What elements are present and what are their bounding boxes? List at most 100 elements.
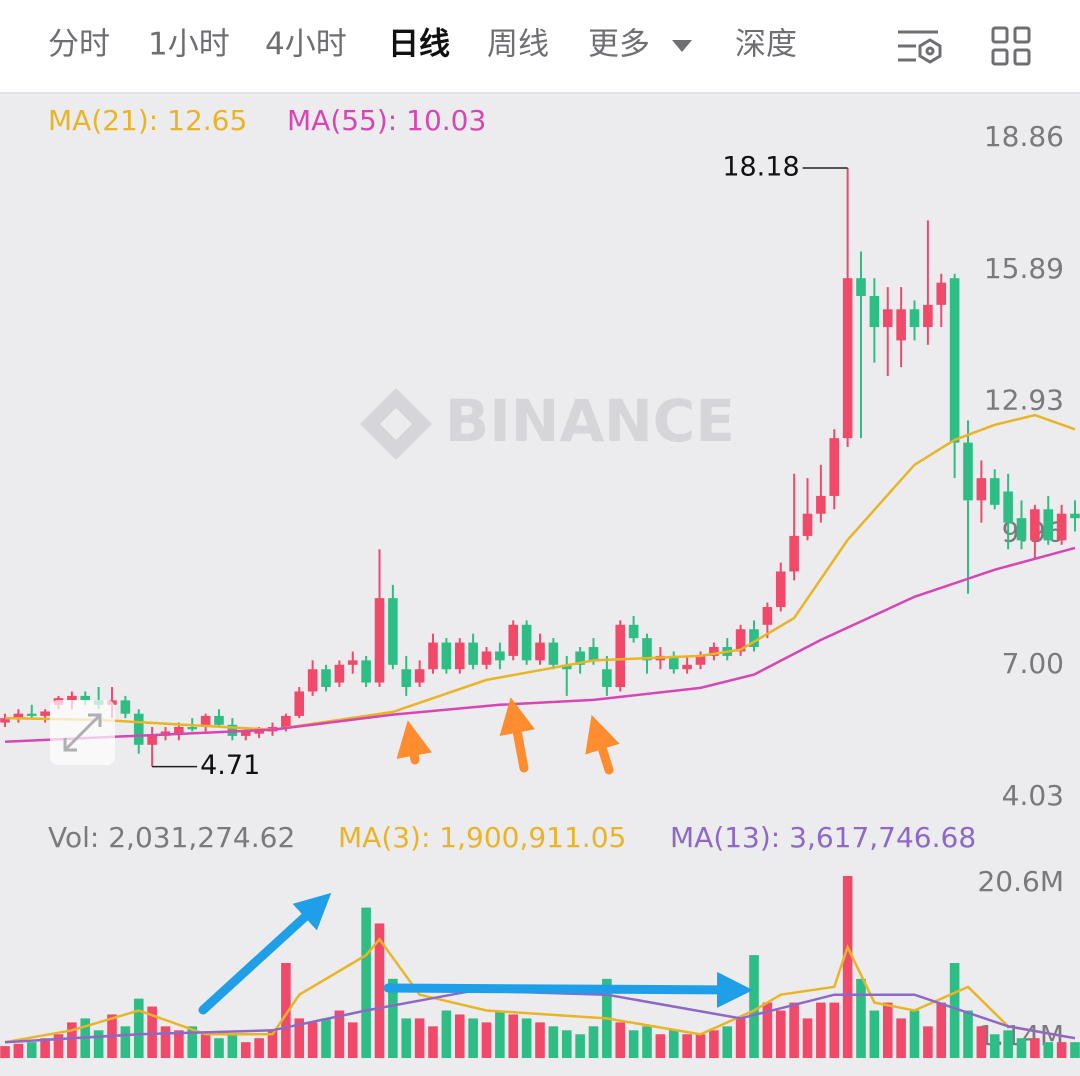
ma-line (4, 546, 1076, 743)
candle-body (749, 629, 759, 648)
volume-bar (495, 1010, 505, 1058)
candle-body (214, 715, 224, 725)
volume-bar (267, 1030, 278, 1058)
volume-bar (976, 1026, 987, 1058)
volume-legend: Vol: 2,031,274.62 (48, 821, 295, 854)
volume-bar (909, 1010, 920, 1058)
candle-body (976, 478, 987, 501)
volume-bar (307, 1022, 318, 1058)
volume-bar (13, 1043, 24, 1058)
candle-body (521, 624, 532, 661)
volume-bar (936, 1002, 947, 1058)
volume-bar (1030, 1038, 1040, 1058)
y-tick-label: 15.89 (984, 252, 1064, 285)
candle-body (842, 278, 853, 439)
layout-icon[interactable] (991, 26, 1031, 66)
volume-bar (147, 1006, 157, 1058)
candle-body (80, 695, 91, 701)
candle-body (709, 647, 719, 656)
candle-body (668, 655, 679, 670)
legend-entry: MA(13): 3,617,746.68 (670, 821, 976, 854)
tab[interactable]: 1小时 (148, 27, 230, 63)
arrow (383, 971, 753, 1008)
volume-bar (762, 1002, 773, 1058)
high-label: 18.18 (722, 151, 799, 182)
volume-bar (254, 1038, 264, 1058)
candle-body (388, 598, 398, 665)
candle-body (628, 624, 639, 639)
tab[interactable]: 分时 (48, 27, 110, 63)
volume-bar (120, 1026, 131, 1058)
volume-bar (294, 1018, 305, 1058)
volume-bar (40, 1038, 50, 1058)
candle-body (1016, 518, 1027, 541)
y-tick-label: 12.93 (984, 383, 1064, 416)
candle-body (481, 651, 492, 665)
candle-body (281, 715, 291, 728)
candle-body (441, 642, 452, 670)
candle-body (428, 642, 438, 670)
candle-body (468, 642, 478, 665)
candle-body (869, 295, 880, 328)
volume-bar (709, 1030, 719, 1058)
candle-body (735, 629, 746, 652)
tab[interactable]: 更多 (588, 27, 650, 63)
volume-bar (775, 1010, 786, 1058)
candle-body (26, 713, 37, 716)
candle-body (802, 513, 813, 536)
tabs: 分时 1小时 4小时 日线 周线 更多 深度 (48, 27, 797, 63)
volume-bar (334, 1010, 345, 1058)
candle-body (642, 638, 652, 661)
volume-bar (575, 1034, 585, 1058)
volume-bar (481, 1022, 492, 1058)
volume-bar (588, 1026, 599, 1058)
volume-bar (441, 1010, 452, 1058)
candle-body (40, 711, 50, 716)
settings-icon[interactable] (898, 30, 942, 64)
ma-line (4, 937, 1076, 1044)
candle-body (1030, 509, 1040, 541)
volume-bar (989, 1034, 1000, 1058)
candle-body (495, 651, 505, 661)
candle-body (0, 718, 10, 723)
tab[interactable]: 4小时 (265, 27, 347, 63)
ma-line (4, 989, 1076, 1044)
volume-bar (1043, 1042, 1054, 1058)
volume-bar (842, 875, 853, 1058)
candle-body (989, 478, 1000, 505)
volume-bar (735, 1018, 746, 1058)
candle-body (1056, 513, 1067, 541)
legend-entry: MA(3): 1,900,911.05 (338, 821, 626, 854)
tab[interactable]: 周线 (487, 27, 549, 63)
volume-bar (508, 1014, 519, 1058)
candle-body (615, 624, 626, 688)
candle-body (936, 282, 947, 305)
tab[interactable]: 日线 (388, 27, 450, 63)
candle-body (307, 669, 318, 692)
candle-body (147, 735, 157, 745)
candle-body (187, 727, 198, 730)
volume-bar (428, 1026, 438, 1058)
volume-bar (829, 1002, 840, 1058)
volume-bar (628, 1030, 639, 1058)
volume-bar (655, 1034, 666, 1058)
volume-bar (896, 1018, 906, 1058)
candle-body (321, 669, 331, 688)
volume-bar (26, 1042, 37, 1058)
volume-bar (802, 1018, 813, 1058)
volume-bar (414, 1018, 425, 1058)
dropdown-caret[interactable] (672, 40, 692, 52)
candle-body (347, 660, 358, 665)
fullscreen-icon[interactable] (63, 713, 102, 752)
volume-bar (722, 1026, 733, 1058)
volume-bar (548, 1026, 559, 1058)
volume-bar (53, 1034, 64, 1058)
volume-bar (682, 1034, 692, 1058)
candle-body (174, 727, 184, 734)
candle-body (909, 309, 920, 328)
tab[interactable]: 深度 (735, 27, 797, 63)
volume-bar (1056, 1042, 1067, 1058)
tab-divider (0, 92, 1080, 94)
candle-body (508, 624, 519, 656)
volume-bar (1070, 1042, 1080, 1058)
